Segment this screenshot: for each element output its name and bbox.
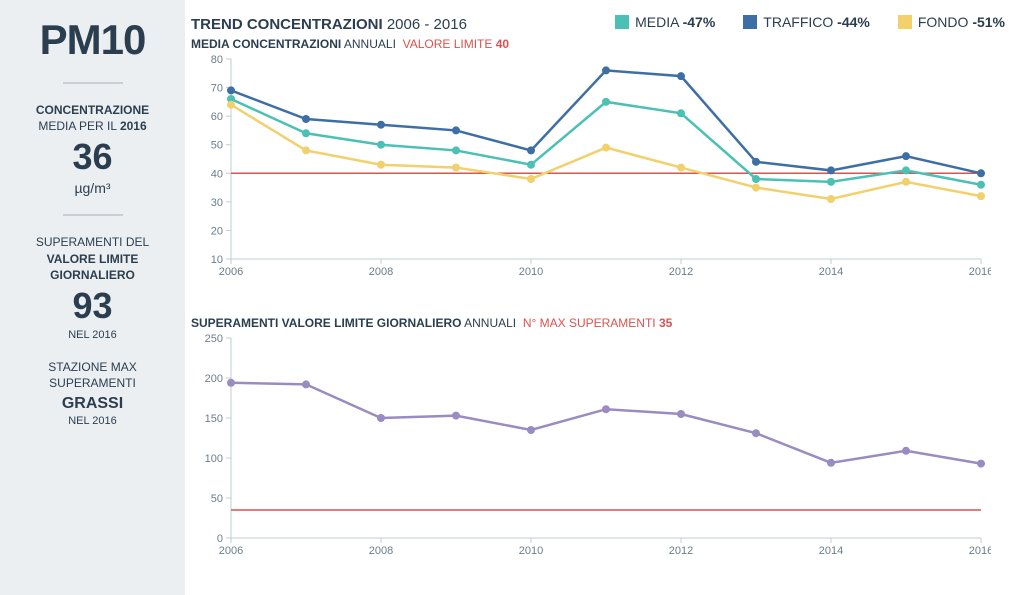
svg-text:2010: 2010 xyxy=(519,545,543,557)
svg-text:2008: 2008 xyxy=(369,545,393,557)
chart1-subtitle: MEDIA CONCENTRAZIONI ANNUALI VALORE LIMI… xyxy=(191,37,1005,51)
legend-swatch xyxy=(743,15,757,29)
svg-text:2010: 2010 xyxy=(519,266,543,278)
svg-text:40: 40 xyxy=(211,168,223,180)
chart2-subtitle: SUPERAMENTI VALORE LIMITE GIORNALIERO AN… xyxy=(191,316,1005,330)
main: TREND CONCENTRAZIONI 2006 - 2016 MEDIA -… xyxy=(185,0,1023,595)
legend-swatch xyxy=(898,15,912,29)
legend-label: TRAFFICO -44% xyxy=(763,14,870,30)
svg-text:2016: 2016 xyxy=(969,545,991,557)
svg-text:70: 70 xyxy=(211,83,223,95)
svg-text:30: 30 xyxy=(211,197,223,209)
svg-text:2016: 2016 xyxy=(969,266,991,278)
svg-text:50: 50 xyxy=(211,140,223,152)
divider xyxy=(63,214,123,216)
staz-label: STAZIONE MAX SUPERAMENTI xyxy=(12,359,173,391)
legend-label: MEDIA -47% xyxy=(635,14,715,30)
chart1: 10 20 30 40 50 60 70 80 2006 2008 2010 2012 2014 2016 xyxy=(191,51,991,281)
svg-text:250: 250 xyxy=(205,333,223,345)
svg-text:2012: 2012 xyxy=(669,545,693,557)
legend-swatch xyxy=(615,15,629,29)
superamenti-label: SUPERAMENTI DEL VALORE LIMITE GIORNALIER… xyxy=(12,234,173,283)
chart2-wrap: 0 50 100 150 200 250 2006 2008 2010 2012 2014 2016 xyxy=(191,330,1005,585)
legend-item: TRAFFICO -44% xyxy=(743,14,870,30)
legend: MEDIA -47% TRAFFICO -44% FONDO -51% xyxy=(615,14,1005,30)
legend-item: MEDIA -47% xyxy=(615,14,715,30)
conc-label: CONCENTRAZIONE MEDIA PER IL 2016 xyxy=(12,102,173,134)
trend-title: TREND CONCENTRAZIONI 2006 - 2016 xyxy=(191,16,467,33)
svg-text:10: 10 xyxy=(211,254,223,266)
legend-item: FONDO -51% xyxy=(898,14,1005,30)
svg-text:2006: 2006 xyxy=(219,545,243,557)
svg-text:150: 150 xyxy=(205,413,223,425)
header-row: TREND CONCENTRAZIONI 2006 - 2016 MEDIA -… xyxy=(191,14,1005,33)
svg-text:2014: 2014 xyxy=(819,545,843,557)
svg-text:50: 50 xyxy=(211,493,223,505)
svg-text:60: 60 xyxy=(211,111,223,123)
svg-text:2014: 2014 xyxy=(819,266,843,278)
svg-text:2006: 2006 xyxy=(219,266,243,278)
staz-name: GRASSI xyxy=(12,395,173,413)
svg-text:80: 80 xyxy=(211,54,223,66)
staz-year: NEL 2016 xyxy=(12,415,173,427)
svg-text:2008: 2008 xyxy=(369,266,393,278)
conc-value: 36 xyxy=(12,136,173,178)
svg-text:20: 20 xyxy=(211,225,223,237)
superamenti-year: NEL 2016 xyxy=(12,329,173,341)
svg-text:100: 100 xyxy=(205,453,223,465)
chart2: 0 50 100 150 200 250 2006 2008 2010 2012 2014 2016 xyxy=(191,330,991,560)
svg-text:2012: 2012 xyxy=(669,266,693,278)
divider xyxy=(63,82,123,84)
superamenti-value: 93 xyxy=(12,285,173,327)
pollutant-title: PM10 xyxy=(12,16,173,64)
sidebar: PM10 CONCENTRAZIONE MEDIA PER IL 2016 36… xyxy=(0,0,185,595)
svg-text:200: 200 xyxy=(205,373,223,385)
svg-text:0: 0 xyxy=(217,533,223,545)
chart1-wrap: 10 20 30 40 50 60 70 80 2006 2008 2010 2012 2014 2016 xyxy=(191,51,1005,306)
legend-label: FONDO -51% xyxy=(918,14,1005,30)
conc-unit: µg/m³ xyxy=(12,180,173,196)
